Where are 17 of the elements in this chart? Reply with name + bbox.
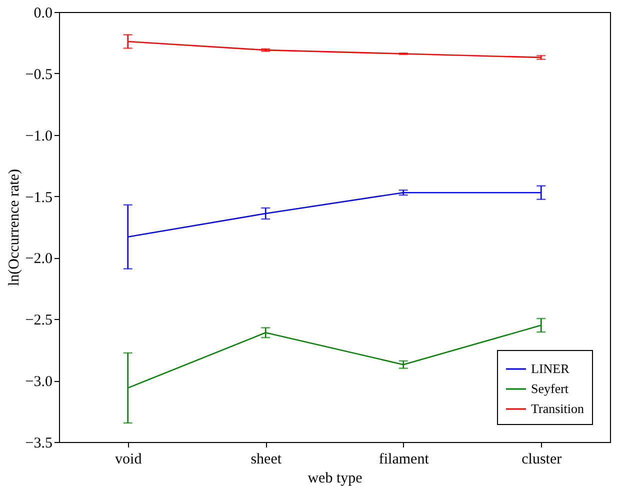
x-tick-label: sheet — [250, 452, 282, 468]
y-tick-label: −3.0 — [25, 374, 52, 390]
y-tick-label: −3.5 — [25, 436, 52, 452]
x-tick-label: cluster — [522, 452, 562, 468]
y-axis-title: ln(Occurrence rate) — [6, 169, 22, 286]
legend-label: LINER — [531, 361, 570, 376]
x-tick-label: void — [115, 452, 142, 468]
y-tick-label: −0.5 — [25, 66, 52, 83]
y-tick-label: −2.0 — [25, 251, 52, 268]
y-tick-label: −1.0 — [25, 128, 52, 144]
y-tick-label: 0.0 — [34, 6, 52, 22]
x-tick-label: filament — [378, 452, 430, 468]
x-axis-title: web type — [308, 470, 363, 486]
y-tick-label: −2.5 — [25, 312, 52, 329]
y-tick-label: −1.5 — [25, 190, 52, 206]
legend-label: Seyfert — [531, 381, 569, 396]
legend-label: Transition — [531, 401, 584, 416]
